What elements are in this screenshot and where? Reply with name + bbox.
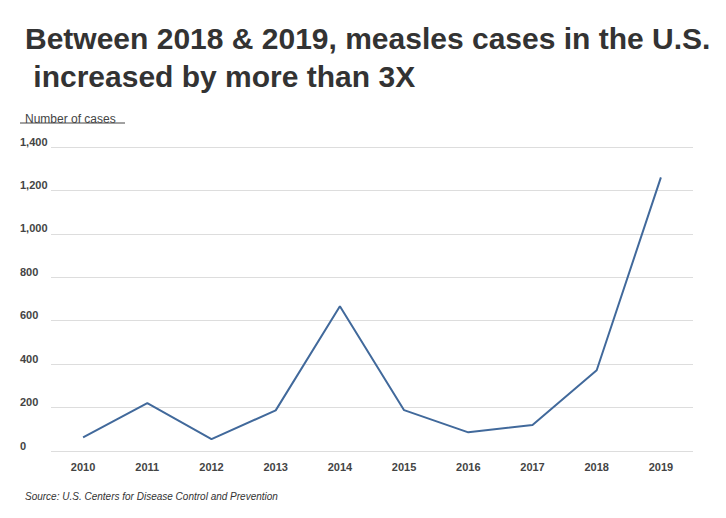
svg-text:1,000: 1,000 — [20, 222, 48, 234]
svg-text:800: 800 — [20, 266, 38, 278]
svg-text:600: 600 — [20, 309, 38, 321]
svg-text:200: 200 — [20, 396, 38, 408]
svg-text:2011: 2011 — [135, 461, 159, 473]
svg-text:Number of cases: Number of cases — [25, 112, 116, 126]
svg-text:2015: 2015 — [392, 461, 416, 473]
svg-text:2010: 2010 — [71, 461, 95, 473]
svg-text:2016: 2016 — [456, 461, 480, 473]
svg-text:0: 0 — [20, 440, 26, 452]
svg-text:1,200: 1,200 — [20, 179, 48, 191]
svg-text:2014: 2014 — [328, 461, 353, 473]
svg-text:Between 2018 & 2019, measles c: Between 2018 & 2019, measles cases in th… — [25, 22, 710, 55]
svg-text:2012: 2012 — [199, 461, 223, 473]
svg-text:2013: 2013 — [263, 461, 287, 473]
svg-text:2017: 2017 — [520, 461, 544, 473]
svg-text:1,400: 1,400 — [20, 136, 48, 148]
svg-text:Source: U.S. Centers for Disea: Source: U.S. Centers for Disease Control… — [25, 491, 278, 502]
svg-text:2019: 2019 — [649, 461, 673, 473]
svg-text:increased by more than 3X: increased by more than 3X — [25, 60, 415, 93]
svg-text:400: 400 — [20, 353, 38, 365]
svg-text:2018: 2018 — [584, 461, 608, 473]
